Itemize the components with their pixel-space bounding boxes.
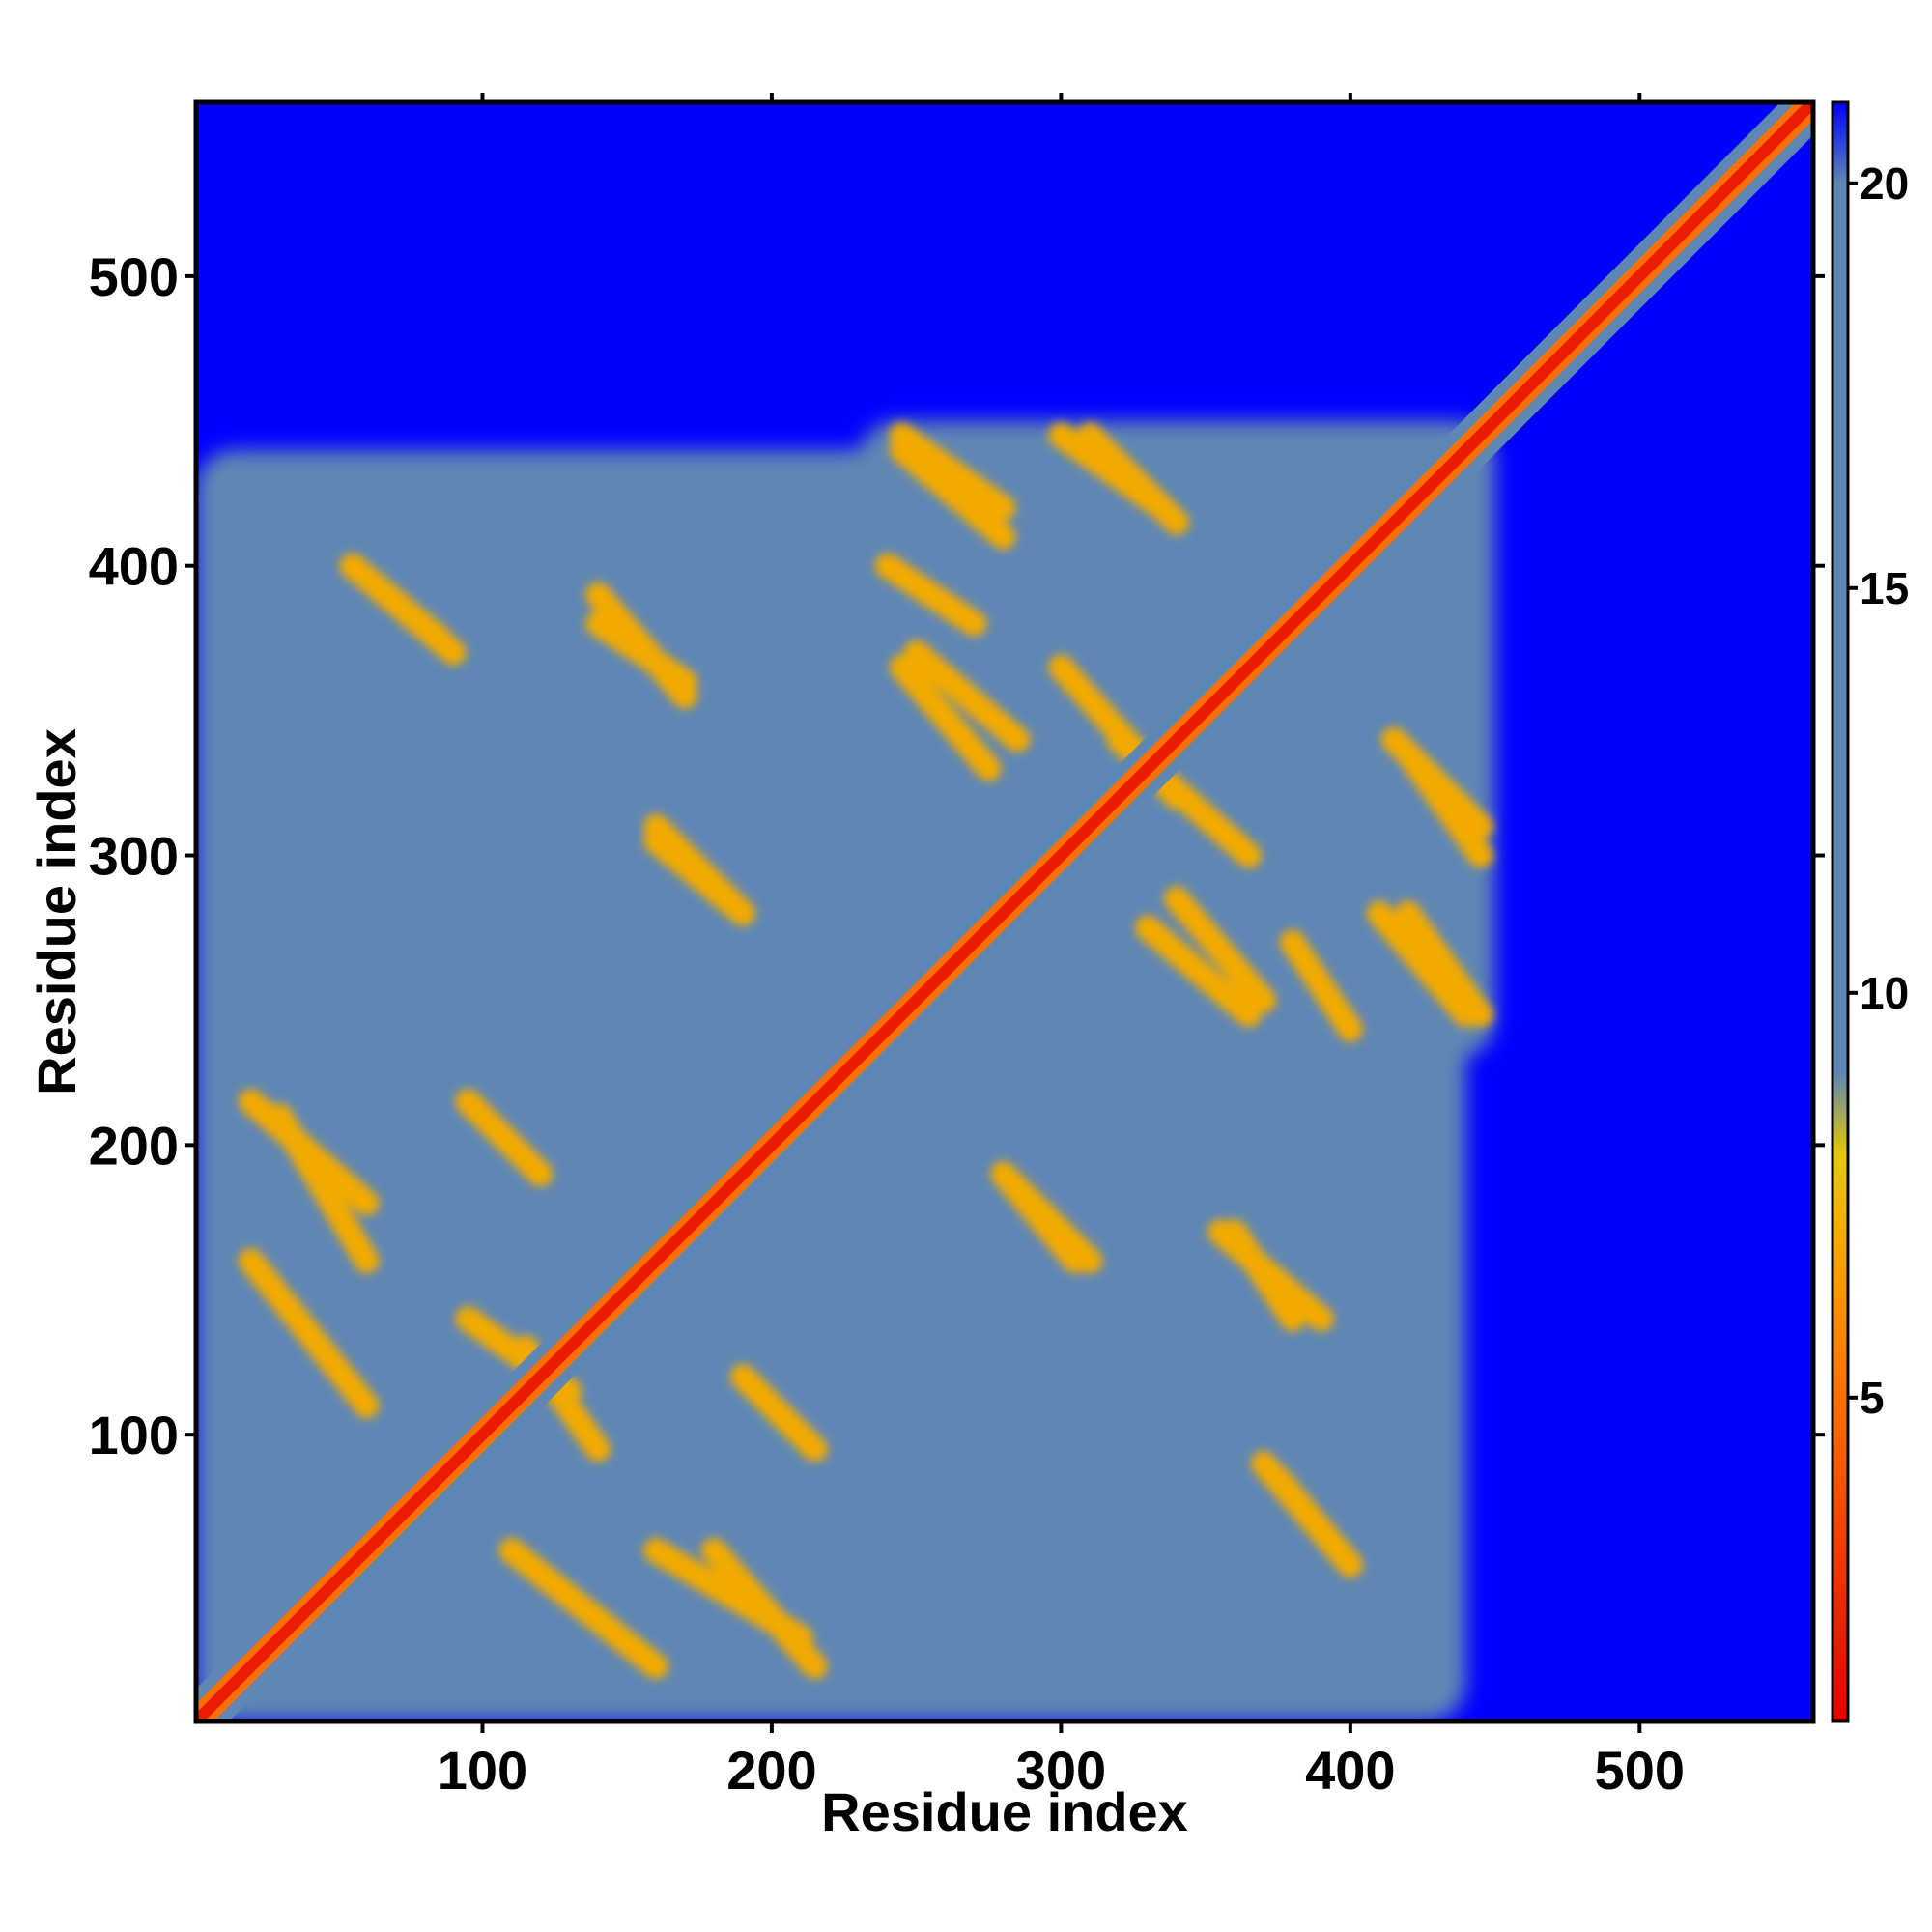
secondary-stripe-14-mirror [1048,422,1176,521]
plot-frame [193,99,1816,1724]
secondary-stripe-10-mirror [339,553,452,651]
secondary-stripe-7 [729,1364,828,1463]
x-tick-label: 300 [1016,1740,1106,1801]
secondary-stripe-2 [238,1248,380,1419]
secondary-stripe-15 [1395,900,1493,1028]
diagonal-core [196,102,1813,1721]
x-tick-label: 200 [726,1740,816,1801]
secondary-stripe-20 [1279,929,1363,1042]
secondary-stripe-13 [889,654,1002,781]
diagonal-band [196,102,1813,1721]
y-tick-label: 500 [89,246,179,307]
colorbar-tick-label: 15 [1860,563,1909,613]
y-tick-label: 300 [89,826,179,887]
x-axis-title: Residue index [821,1781,1188,1842]
secondary-stripe-13-mirror [1135,915,1263,1028]
y-tick-label: 400 [89,536,179,597]
secondary-stripe-8 [990,1161,1089,1274]
x-tick-label: 100 [438,1740,527,1801]
secondary-stripe-16 [643,1538,813,1651]
colorbar-ticks: 5 10 15 20 [1848,158,1909,1423]
secondary-stripe-11-mirror [1366,900,1479,1028]
secondary-stripe-16-mirror [267,1103,380,1274]
colorbar-gradient [1831,100,1850,1723]
y-axis-title: Residue index [26,728,87,1095]
secondary-stripe-15-mirror [889,422,1016,521]
secondary-stripe-10 [1264,1465,1363,1578]
colorbar-tick-label: 10 [1860,968,1909,1018]
y-tick-label: 200 [89,1115,179,1176]
secondary-stripe-9 [1222,1219,1305,1332]
secondary-stripe-11 [889,437,1016,550]
secondary-stripe-2-mirror [498,1538,669,1680]
x-tick-label: 500 [1595,1740,1685,1801]
x-axis: 100 200 300 400 500 [438,93,1685,1801]
secondary-structure-stripes [238,422,1493,1680]
secondary-stripe-8-mirror [643,828,755,926]
secondary-stripe-19-mirror [903,639,1031,753]
secondary-stripe-9-mirror [585,611,698,695]
x-tick-label: 400 [1305,1740,1395,1801]
secondary-stripe-20-mirror [874,553,987,637]
colorbar: 5 10 15 20 [1831,100,1909,1723]
heatmap-plot-area [193,99,1816,1724]
secondary-stripe-7-mirror [455,1089,554,1187]
secondary-stripe-14 [1395,741,1493,868]
colorbar-tick-label: 5 [1860,1373,1885,1423]
y-axis: 100 200 300 400 500 [89,246,1825,1465]
y-tick-label: 100 [89,1405,179,1465]
secondary-stripe-19 [1164,886,1277,1013]
colorbar-tick-label: 20 [1860,158,1909,209]
